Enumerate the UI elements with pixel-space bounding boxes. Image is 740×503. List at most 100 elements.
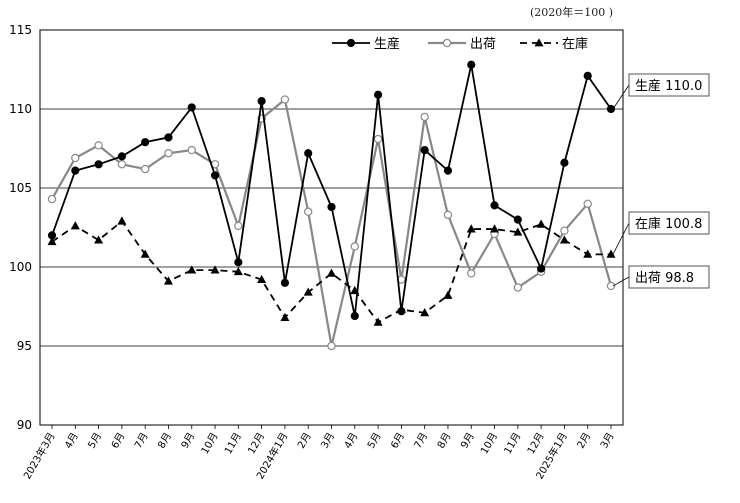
data-point-series-1 xyxy=(606,281,616,291)
legend-label: 出荷 xyxy=(470,37,496,52)
x-tick-label: 3月 xyxy=(319,431,338,451)
data-point-series-2 xyxy=(187,265,197,274)
data-point-series-2 xyxy=(94,235,104,244)
legend-marker xyxy=(534,38,544,47)
y-tick-label: 95 xyxy=(17,339,32,353)
x-tick-label: 8月 xyxy=(435,431,454,451)
data-point-series-0 xyxy=(467,60,476,69)
data-point-series-2 xyxy=(559,235,569,244)
data-point-series-2 xyxy=(47,236,57,246)
data-point-series-2 xyxy=(257,274,267,284)
x-tick-label: 4月 xyxy=(342,431,361,451)
data-point-series-2 xyxy=(466,224,476,233)
data-point-series-1 xyxy=(560,226,569,235)
data-point-series-1 xyxy=(304,207,313,216)
data-point-series-2 xyxy=(233,266,243,276)
x-tick-label: 10月 xyxy=(199,431,221,457)
data-point-series-0 xyxy=(210,171,220,180)
data-point-series-1 xyxy=(443,210,453,220)
y-tick-label: 115 xyxy=(9,23,32,37)
y-tick-label: 100 xyxy=(9,260,32,274)
data-point-series-0 xyxy=(234,258,243,267)
x-tick-label: 4月 xyxy=(62,431,81,451)
x-tick-label: 7月 xyxy=(412,431,431,451)
callout-label: 生産 110.0 xyxy=(635,78,702,94)
data-point-series-2 xyxy=(490,224,500,233)
data-point-series-0 xyxy=(327,202,336,212)
x-tick-label: 6月 xyxy=(109,431,128,451)
x-tick-label: 2月 xyxy=(575,431,594,451)
data-point-series-0 xyxy=(141,138,150,147)
x-tick-label: 5月 xyxy=(86,431,105,451)
data-point-series-0 xyxy=(583,71,592,80)
legend-marker xyxy=(346,38,356,48)
data-point-series-1 xyxy=(513,283,523,292)
series-line-1 xyxy=(51,98,613,348)
legend-label: 生産 xyxy=(374,36,400,52)
legend-label: 在庫 xyxy=(562,37,588,52)
x-tick-label: 9月 xyxy=(458,431,477,451)
data-point-series-0 xyxy=(71,166,80,175)
x-tick-label: 7月 xyxy=(132,431,151,451)
data-point-series-2 xyxy=(117,216,127,225)
callout-leader xyxy=(612,222,630,255)
x-tick-label: 5月 xyxy=(365,431,384,451)
data-point-series-0 xyxy=(350,311,359,321)
callout-box xyxy=(628,265,710,289)
data-point-series-2 xyxy=(420,308,430,317)
data-point-series-1 xyxy=(117,160,127,169)
data-point-series-0 xyxy=(47,231,57,240)
data-point-series-0 xyxy=(397,307,406,316)
data-point-series-1 xyxy=(234,221,243,231)
data-point-series-2 xyxy=(536,219,546,228)
data-point-series-1 xyxy=(47,194,57,204)
data-point-series-1 xyxy=(373,134,383,144)
data-point-series-1 xyxy=(583,199,592,208)
x-tick-label: 9月 xyxy=(179,431,198,451)
legend-marker xyxy=(442,38,452,48)
callout-label: 在庫 100.8 xyxy=(635,217,702,232)
data-point-series-2 xyxy=(70,221,80,230)
data-point-series-2 xyxy=(163,276,173,285)
data-point-series-2 xyxy=(210,265,220,274)
data-point-series-2 xyxy=(280,312,290,321)
data-point-series-1 xyxy=(71,153,80,163)
unit-note: (2020年＝100 ) xyxy=(530,6,614,19)
data-point-series-1 xyxy=(420,112,429,122)
x-tick-label: 12月 xyxy=(245,431,267,457)
x-tick-label: 3月 xyxy=(598,431,617,451)
callout-leader xyxy=(612,276,630,287)
y-tick-label: 105 xyxy=(9,181,32,195)
data-point-series-1 xyxy=(467,269,476,278)
data-point-series-1 xyxy=(187,145,196,155)
data-point-series-1 xyxy=(164,149,173,158)
callout-label: 出荷 98.8 xyxy=(635,271,694,286)
data-point-series-0 xyxy=(513,215,522,224)
data-point-series-1 xyxy=(280,95,290,104)
data-point-series-2 xyxy=(606,249,616,258)
data-point-series-2 xyxy=(140,249,150,258)
data-point-series-2 xyxy=(443,290,453,299)
data-point-series-0 xyxy=(257,97,266,106)
x-tick-label: 11月 xyxy=(222,431,244,457)
data-point-series-2 xyxy=(583,249,593,258)
data-point-series-0 xyxy=(373,90,383,99)
data-point-series-2 xyxy=(303,287,313,296)
x-tick-label: 8月 xyxy=(155,431,174,451)
data-point-series-0 xyxy=(420,145,429,155)
data-point-series-0 xyxy=(164,133,173,142)
x-tick-label: 6月 xyxy=(388,431,407,451)
x-tick-label: 2月 xyxy=(295,431,314,451)
y-tick-label: 110 xyxy=(9,102,32,116)
data-point-series-0 xyxy=(537,264,546,273)
data-point-series-0 xyxy=(117,152,126,161)
data-point-series-0 xyxy=(280,278,290,287)
data-point-series-0 xyxy=(304,149,313,158)
data-point-series-2 xyxy=(373,317,383,326)
x-tick-label: 2023年3月 xyxy=(20,430,57,481)
data-point-series-0 xyxy=(560,158,569,167)
data-point-series-1 xyxy=(327,341,336,351)
x-tick-label: 10月 xyxy=(478,430,500,456)
data-point-series-0 xyxy=(490,201,499,210)
